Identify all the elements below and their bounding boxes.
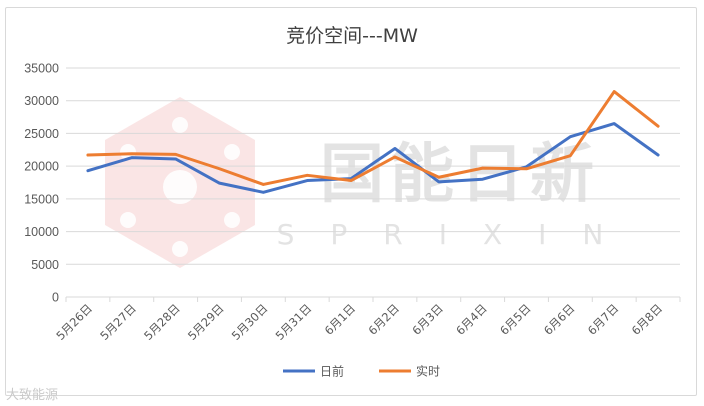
x-tick-label: 5月27日 xyxy=(97,301,139,343)
data-point xyxy=(481,178,484,181)
data-point xyxy=(613,122,616,125)
x-tick-label: 6月3日 xyxy=(409,301,446,338)
data-point xyxy=(569,135,572,138)
data-point xyxy=(174,153,177,156)
y-tick-label: 10000 xyxy=(24,225,59,239)
data-point xyxy=(481,166,484,170)
x-tick-label: 6月6日 xyxy=(541,301,578,338)
legend-label: 日前 xyxy=(320,364,344,379)
y-tick-label: 30000 xyxy=(24,94,59,108)
data-point xyxy=(393,147,397,150)
series-lines xyxy=(86,90,660,194)
x-tick-label: 5月31日 xyxy=(273,301,315,343)
chart-title: 竞价空间---MW xyxy=(286,25,418,47)
data-point xyxy=(174,157,177,161)
data-point xyxy=(306,174,309,177)
series-line-0 xyxy=(86,122,660,194)
x-tick-label: 6月7日 xyxy=(585,301,622,338)
data-point xyxy=(218,167,221,170)
data-point xyxy=(86,169,90,172)
legend: 日前 实时 xyxy=(283,364,440,379)
data-point xyxy=(656,153,660,157)
gridlines xyxy=(66,67,680,298)
data-point xyxy=(306,179,309,182)
data-point xyxy=(525,167,528,170)
x-tick-label: 5月26日 xyxy=(53,301,95,343)
x-tick-label: 6月2日 xyxy=(366,301,403,338)
data-point xyxy=(569,154,572,157)
x-tick-label: 6月4日 xyxy=(453,301,490,338)
y-tick-label: 35000 xyxy=(24,62,59,76)
data-point xyxy=(130,152,133,155)
y-tick-label: 0 xyxy=(52,291,59,305)
data-point xyxy=(437,176,440,179)
x-tick-label: 6月8日 xyxy=(629,301,666,338)
data-point xyxy=(393,155,397,159)
y-tick-label: 25000 xyxy=(24,127,59,141)
data-point xyxy=(656,125,660,128)
y-tick-label: 20000 xyxy=(24,160,59,174)
data-point xyxy=(218,181,221,185)
data-point xyxy=(262,183,265,186)
legend-label: 实时 xyxy=(416,364,440,379)
x-tick-label: 6月5日 xyxy=(497,301,534,338)
data-point xyxy=(262,191,265,194)
chart-frame xyxy=(5,7,697,396)
series-line-1 xyxy=(86,90,660,186)
x-tick-label: 6月1日 xyxy=(322,301,359,338)
data-point xyxy=(349,179,353,182)
data-point xyxy=(86,153,90,157)
data-point xyxy=(437,180,440,184)
x-axis-ticks: 5月26日 5月27日 5月28日 5月29日 5月30日 5月31日 6月1日 6月2日 6月… xyxy=(53,297,681,343)
y-tick-label: 15000 xyxy=(24,192,59,206)
x-tick-label: 5月30日 xyxy=(229,301,271,343)
watermark-logo xyxy=(105,97,255,268)
x-tick-label: 5月28日 xyxy=(141,301,183,343)
x-tick-label: 5月29日 xyxy=(185,301,227,343)
y-axis-ticks: 0 5000 10000 15000 20000 25000 30000 35000 xyxy=(24,62,59,305)
data-point xyxy=(613,90,616,93)
y-tick-label: 5000 xyxy=(31,258,59,272)
data-point xyxy=(130,156,133,159)
watermark-footer: 大致能源 xyxy=(6,388,59,403)
watermark-brand-en: SPRIXIN xyxy=(277,218,640,251)
